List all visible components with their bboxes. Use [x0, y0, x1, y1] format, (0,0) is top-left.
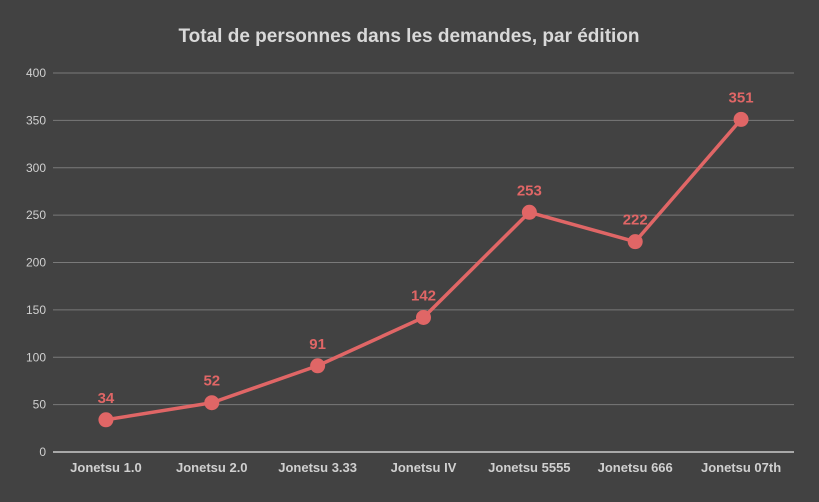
y-tick-label: 0	[39, 445, 46, 459]
y-axis-ticks: 0 50 100 150 200 250 300 350 400	[26, 66, 46, 459]
x-tick-label: Jonetsu 2.0	[176, 460, 248, 475]
y-tick-label: 400	[26, 66, 46, 80]
data-point	[734, 112, 749, 127]
data-point	[310, 358, 325, 373]
chart-title: Total de personnes dans les demandes, pa…	[178, 26, 639, 47]
line-chart: Total de personnes dans les demandes, pa…	[0, 0, 819, 502]
x-tick-label: Jonetsu 5555	[488, 460, 570, 475]
x-tick-label: Jonetsu 3.33	[278, 460, 357, 475]
data-label: 351	[729, 89, 754, 106]
x-tick-label: Jonetsu IV	[391, 460, 457, 475]
data-label: 52	[203, 373, 220, 390]
data-label: 142	[411, 287, 436, 304]
y-tick-label: 50	[33, 398, 47, 412]
data-point	[204, 395, 219, 410]
x-axis-ticks: Jonetsu 1.0 Jonetsu 2.0 Jonetsu 3.33 Jonets…	[70, 460, 781, 475]
y-tick-label: 300	[26, 161, 46, 175]
y-tick-label: 150	[26, 303, 46, 317]
y-tick-label: 350	[26, 113, 46, 127]
grid-lines	[53, 73, 794, 452]
data-point	[522, 205, 537, 220]
series-points	[98, 112, 748, 427]
data-point	[98, 412, 113, 427]
series-lines	[106, 119, 741, 419]
y-tick-label: 200	[26, 256, 46, 270]
data-label: 34	[98, 390, 115, 407]
data-label: 91	[309, 336, 326, 353]
x-tick-label: Jonetsu 1.0	[70, 460, 142, 475]
data-label: 222	[623, 212, 648, 229]
y-tick-label: 250	[26, 208, 46, 222]
data-point	[416, 310, 431, 325]
series-line	[106, 119, 741, 419]
y-tick-label: 100	[26, 350, 46, 364]
data-point	[628, 234, 643, 249]
data-label: 253	[517, 182, 542, 199]
x-tick-label: Jonetsu 07th	[701, 460, 781, 475]
data-labels: 34 52 91 142 253 222 351	[98, 89, 754, 406]
x-tick-label: Jonetsu 666	[598, 460, 673, 475]
